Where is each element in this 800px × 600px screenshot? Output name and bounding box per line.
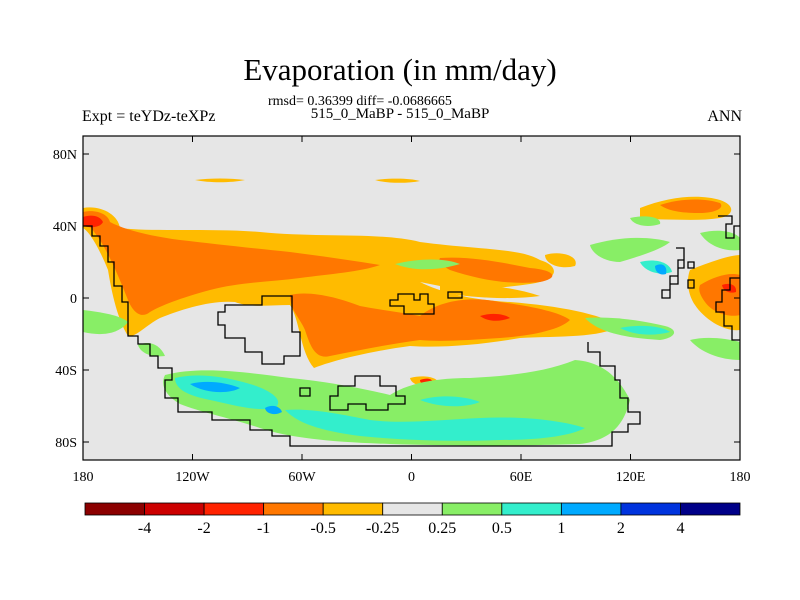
y-tick-label: 80S [55,436,77,451]
colorbar-tick-label: -0.5 [310,520,336,537]
colorbar-tick-label: 1 [557,520,566,537]
colorbar-swatch [560,502,622,516]
coastlines [83,215,740,447]
case-label: 515_0_MaBP - 515_0_MaBP [310,106,490,122]
colorbar-swatch [203,502,265,516]
colorbar-tick-label: -1 [256,520,271,537]
colorbar-swatch [263,502,324,516]
colorbar-tick-label: -4 [137,520,152,537]
colorbar-swatch [322,502,384,516]
colorbar-swatch [680,502,741,516]
colorbar-swatch [441,502,503,516]
colorbar-tick-label: 2 [616,520,625,537]
stats-text: rmsd= 0.36399 diff= -0.0686665 [268,94,452,109]
x-tick-label: 180 [730,470,751,485]
experiment-label: Expt = teYDz-teXPz [82,108,216,125]
colorbar-tick-label: -2 [197,520,211,537]
colorbar-swatch [144,502,205,516]
y-tick-label: 0 [70,292,77,307]
colorbar-swatch [84,502,145,516]
chart-title: Evaporation (in mm/day) [243,52,557,87]
colorbar-tick-label: 0.25 [428,520,457,537]
x-tick-label: 60E [510,470,533,485]
colorbar-swatch [382,502,443,516]
y-tick-label: 40N [53,220,77,235]
colorbar-tick-label: 0.5 [491,520,512,537]
colorbar-tick-label: 4 [676,520,685,537]
x-tick-label: 180 [73,470,94,485]
colorbar-swatch [501,502,562,516]
axes: 180 120W 60W 0 60E 120E 180 80N 40N 0 40S 80S [53,136,751,485]
x-tick-label: 120W [175,470,210,485]
y-tick-label: 80N [53,148,77,163]
contour-level-neg05 [83,199,740,357]
colorbar [84,502,741,516]
x-tick-label: 120E [616,470,646,485]
x-tick-label: 0 [408,470,415,485]
y-tick-label: 40S [55,364,77,379]
colorbar-tick-label: -0.25 [366,520,400,537]
colorbar-swatch [620,502,681,516]
contour-level-pos2 [190,264,667,415]
season-label: ANN [707,108,742,125]
x-tick-label: 60W [288,470,316,485]
